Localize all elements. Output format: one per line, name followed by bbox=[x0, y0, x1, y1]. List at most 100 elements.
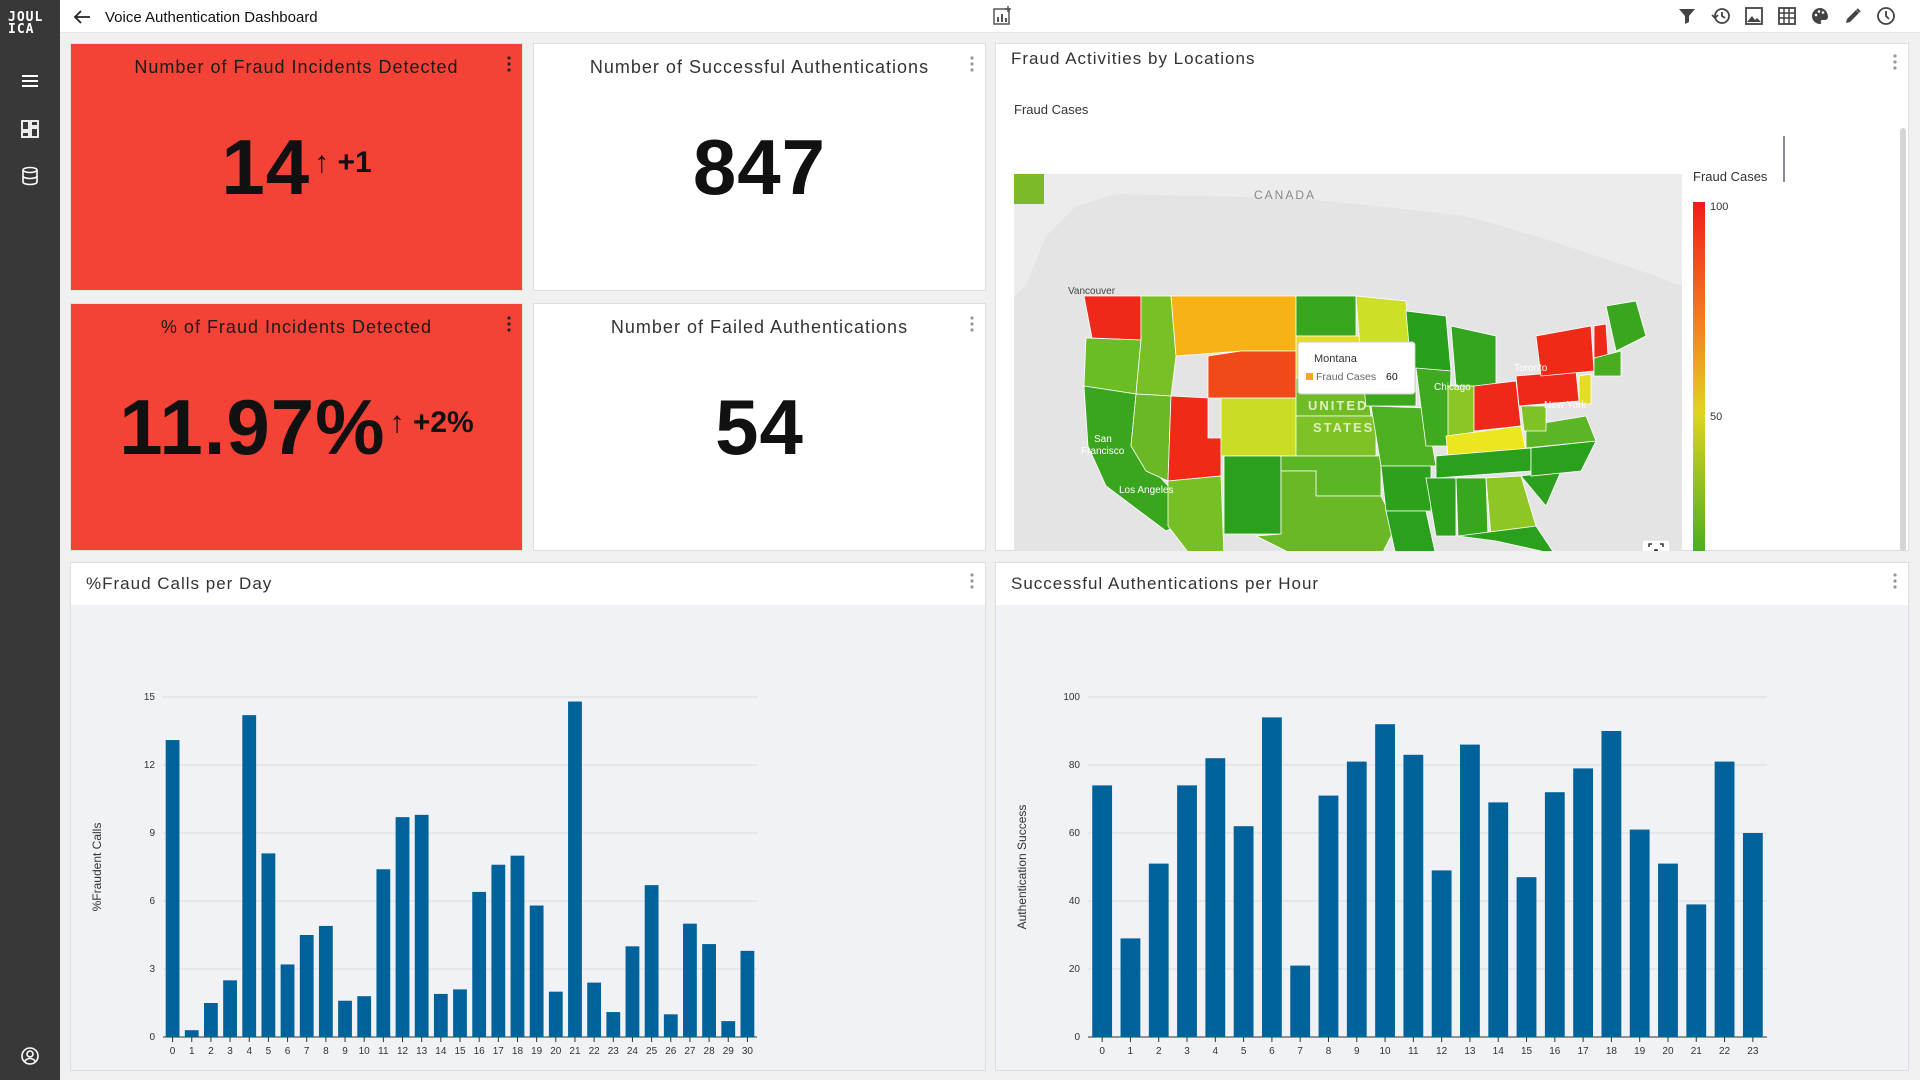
menu-icon[interactable] bbox=[19, 70, 41, 92]
alaska-fragment bbox=[1014, 174, 1044, 204]
bar[interactable] bbox=[318, 925, 333, 1037]
bar[interactable] bbox=[1742, 833, 1763, 1037]
bar[interactable] bbox=[1714, 761, 1735, 1037]
kebab-menu-icon[interactable] bbox=[969, 572, 975, 590]
bar[interactable] bbox=[1403, 754, 1424, 1037]
y-tick-label: 40 bbox=[1069, 896, 1081, 907]
top-bar: Voice Authentication Dashboard bbox=[60, 0, 1920, 33]
kebab-menu-icon[interactable] bbox=[1892, 53, 1898, 71]
bar[interactable] bbox=[204, 1003, 218, 1037]
bar[interactable] bbox=[1346, 761, 1367, 1037]
card-value: 11.97% bbox=[119, 383, 386, 471]
kebab-menu-icon[interactable] bbox=[506, 55, 512, 73]
bar[interactable] bbox=[1488, 802, 1509, 1037]
kebab-menu-icon[interactable] bbox=[1892, 572, 1898, 590]
bar[interactable] bbox=[491, 864, 506, 1037]
bar[interactable] bbox=[433, 993, 448, 1037]
x-tick-label: 1 bbox=[1128, 1046, 1134, 1057]
tooltip-state: Montana bbox=[1314, 353, 1358, 365]
bar[interactable] bbox=[1658, 863, 1678, 1037]
bar[interactable] bbox=[1177, 785, 1197, 1037]
x-tick-label: 15 bbox=[1521, 1046, 1533, 1057]
bar[interactable] bbox=[1233, 826, 1254, 1037]
label-san: San bbox=[1094, 434, 1112, 445]
label-states: STATES bbox=[1313, 420, 1374, 435]
bar[interactable] bbox=[299, 935, 314, 1037]
x-tick-label: 13 bbox=[416, 1046, 428, 1057]
bar[interactable] bbox=[1148, 863, 1169, 1037]
user-circle-icon[interactable] bbox=[19, 1045, 41, 1067]
bar[interactable] bbox=[702, 944, 716, 1037]
kebab-menu-icon[interactable] bbox=[969, 55, 975, 73]
bar[interactable] bbox=[1290, 965, 1311, 1037]
bar[interactable] bbox=[280, 964, 295, 1037]
back-arrow-icon[interactable] bbox=[72, 8, 92, 26]
bar[interactable] bbox=[663, 1014, 678, 1037]
legend-gradient bbox=[1693, 202, 1705, 552]
image-icon[interactable] bbox=[1743, 5, 1765, 27]
bar[interactable] bbox=[606, 1012, 621, 1037]
filter-icon[interactable] bbox=[1676, 5, 1698, 27]
bar[interactable] bbox=[223, 980, 237, 1037]
table-icon[interactable] bbox=[1776, 5, 1798, 27]
bar[interactable] bbox=[242, 715, 257, 1037]
x-tick-label: 3 bbox=[227, 1046, 233, 1057]
bar[interactable] bbox=[472, 891, 487, 1037]
history-icon[interactable] bbox=[1710, 5, 1732, 27]
y-tick-label: 0 bbox=[1074, 1032, 1080, 1043]
bar[interactable] bbox=[1205, 758, 1226, 1037]
bar[interactable] bbox=[548, 991, 563, 1037]
bar[interactable] bbox=[1318, 795, 1339, 1037]
bar[interactable] bbox=[1516, 877, 1537, 1037]
x-tick-label: 4 bbox=[246, 1046, 252, 1057]
scrollbar[interactable] bbox=[1900, 128, 1906, 551]
bar[interactable] bbox=[1375, 724, 1395, 1037]
bar[interactable] bbox=[1261, 717, 1282, 1037]
bar[interactable] bbox=[357, 996, 372, 1037]
palette-icon[interactable] bbox=[1809, 5, 1831, 27]
bar[interactable] bbox=[587, 982, 602, 1037]
bar[interactable] bbox=[184, 1030, 199, 1037]
add-chart-icon[interactable] bbox=[991, 5, 1013, 27]
bar[interactable] bbox=[625, 946, 640, 1037]
dashboard-icon[interactable] bbox=[19, 118, 41, 140]
bar[interactable] bbox=[1573, 768, 1594, 1037]
map-svg[interactable]: Fraud Cases bbox=[996, 86, 1908, 589]
bar[interactable] bbox=[453, 989, 467, 1037]
database-icon[interactable] bbox=[19, 165, 41, 187]
bar[interactable] bbox=[510, 855, 525, 1037]
state-new-england bbox=[1593, 350, 1622, 377]
bar[interactable] bbox=[1120, 938, 1141, 1037]
bar[interactable] bbox=[376, 869, 391, 1037]
bar[interactable] bbox=[568, 701, 582, 1037]
bar[interactable] bbox=[165, 740, 180, 1037]
bar[interactable] bbox=[338, 1000, 352, 1037]
x-tick-label: 24 bbox=[627, 1046, 639, 1057]
kebab-menu-icon[interactable] bbox=[506, 315, 512, 333]
kebab-menu-icon[interactable] bbox=[969, 315, 975, 333]
bar[interactable] bbox=[1460, 744, 1480, 1037]
bar[interactable] bbox=[721, 1021, 736, 1037]
clock-icon[interactable] bbox=[1875, 5, 1897, 27]
bar[interactable] bbox=[1686, 904, 1707, 1037]
pencil-icon[interactable] bbox=[1842, 5, 1864, 27]
bar[interactable] bbox=[683, 923, 697, 1037]
bar[interactable] bbox=[1092, 785, 1113, 1037]
bar[interactable] bbox=[395, 817, 410, 1037]
bar[interactable] bbox=[740, 950, 755, 1037]
card-title: % of Fraud Incidents Detected bbox=[160, 317, 433, 337]
card-delta: ↑ +2% bbox=[389, 406, 474, 439]
state-vermont bbox=[1593, 323, 1609, 359]
bar[interactable] bbox=[414, 814, 429, 1037]
bar[interactable] bbox=[261, 853, 276, 1037]
x-tick-label: 16 bbox=[1549, 1046, 1561, 1057]
bar[interactable] bbox=[1601, 731, 1622, 1037]
bar[interactable] bbox=[644, 885, 659, 1037]
y-tick-label: 3 bbox=[149, 964, 155, 975]
bar[interactable] bbox=[1431, 870, 1452, 1037]
bar[interactable] bbox=[529, 905, 544, 1037]
bar[interactable] bbox=[1544, 792, 1565, 1037]
bar[interactable] bbox=[1629, 829, 1650, 1037]
